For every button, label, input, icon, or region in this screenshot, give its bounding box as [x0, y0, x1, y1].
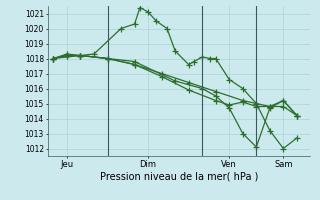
X-axis label: Pression niveau de la mer( hPa ): Pression niveau de la mer( hPa )	[100, 172, 258, 182]
